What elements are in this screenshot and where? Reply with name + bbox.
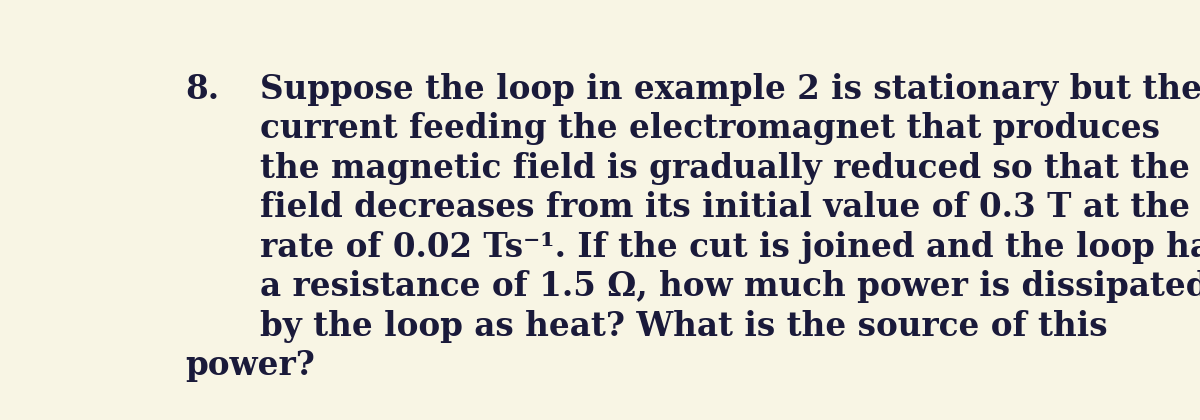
Text: 8.: 8.: [185, 73, 220, 106]
Text: rate of 0.02 Ts⁻¹. If the cut is joined and the loop has: rate of 0.02 Ts⁻¹. If the cut is joined …: [259, 231, 1200, 264]
Text: a resistance of 1.5 Ω, how much power is dissipated: a resistance of 1.5 Ω, how much power is…: [259, 270, 1200, 303]
Text: the magnetic field is gradually reduced so that the: the magnetic field is gradually reduced …: [259, 152, 1189, 185]
Text: current feeding the electromagnet that produces: current feeding the electromagnet that p…: [259, 113, 1159, 145]
Text: power?: power?: [185, 349, 316, 382]
Text: field decreases from its initial value of 0.3 T at the: field decreases from its initial value o…: [259, 192, 1189, 224]
Text: Suppose the loop in example 2 is stationary but the: Suppose the loop in example 2 is station…: [259, 73, 1200, 106]
Text: by the loop as heat? What is the source of this: by the loop as heat? What is the source …: [259, 310, 1108, 343]
